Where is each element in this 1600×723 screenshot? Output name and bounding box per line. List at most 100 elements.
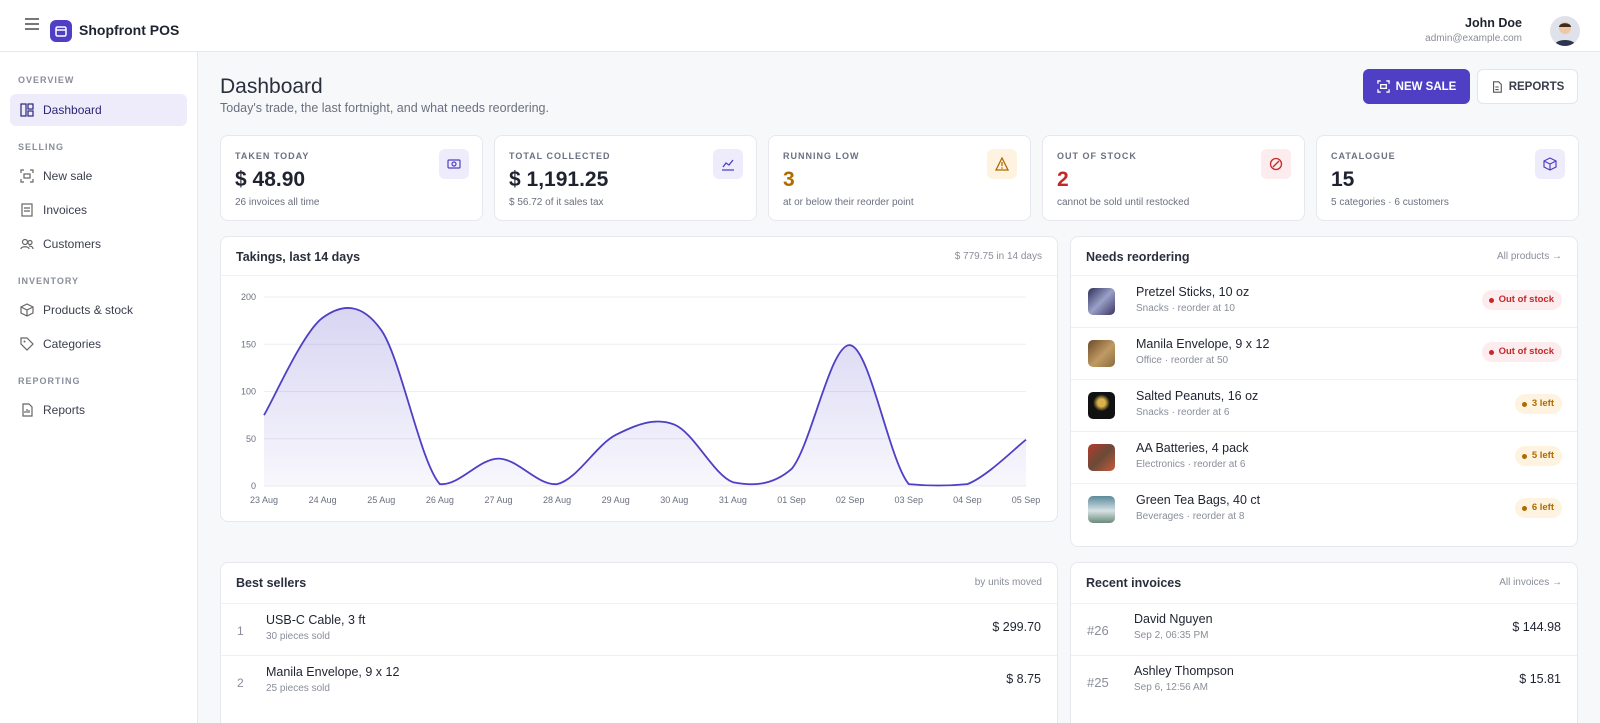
sales-amount: $ 8.75: [1006, 672, 1041, 686]
product-sub: Electronics · reorder at 6: [1136, 459, 1246, 470]
invoice-number: #25: [1087, 675, 1109, 690]
sidebar-item-products[interactable]: Products & stock: [10, 294, 187, 326]
sidebar-section-selling: SELLING: [18, 142, 65, 152]
product-sub: Snacks · reorder at 6: [1136, 407, 1230, 418]
status-badge: Out of stock: [1481, 290, 1562, 310]
stat-value: 3: [783, 168, 795, 191]
sidebar-item-label: Reports: [43, 403, 86, 417]
product-thumbnail: [1088, 444, 1115, 471]
page-title: Dashboard: [220, 75, 323, 98]
sidebar-item-customers[interactable]: Customers: [10, 228, 187, 260]
stat-label: CATALOGUE: [1331, 151, 1396, 161]
stat-card-out-of-stock: OUT OF STOCK 2 cannot be sold until rest…: [1042, 135, 1305, 221]
invoice-amount: $ 15.81: [1519, 672, 1561, 686]
invoice-date: Sep 6, 12:56 AM: [1134, 682, 1208, 693]
recent-invoices-title: Recent invoices: [1086, 576, 1182, 590]
x-tick-label: 24 Aug: [309, 495, 337, 505]
reorder-row[interactable]: Pretzel Sticks, 10 oz Snacks · reorder a…: [1071, 275, 1577, 327]
user-email: admin@example.com: [1425, 33, 1522, 44]
reorder-title: Needs reordering: [1086, 250, 1190, 264]
all-invoices-link[interactable]: All invoices →: [1499, 577, 1562, 588]
best-sellers-card: Best sellers by units moved 1 USB-C Cabl…: [220, 562, 1058, 723]
takings-chart: 0 50 100 150 200 23 Aug 24 Aug 25 Aug 26 Aug 27 A…: [241, 292, 1040, 505]
stat-card-total-collected: TOTAL COLLECTED $ 1,191.25 $ 56.72 of it…: [494, 135, 757, 221]
x-tick-label: 03 Sep: [895, 495, 924, 505]
user-name: John Doe: [1465, 16, 1522, 30]
product-name: AA Batteries, 4 pack: [1136, 441, 1249, 455]
stat-card-running-low: RUNNING LOW 3 at or below their reorder …: [768, 135, 1031, 221]
reorder-row[interactable]: Manila Envelope, 9 x 12 Office · reorder…: [1071, 327, 1577, 379]
reorder-row[interactable]: AA Batteries, 4 pack Electronics · reord…: [1071, 431, 1577, 483]
stat-sub: at or below their reorder point: [783, 197, 914, 208]
units-sold: 30 pieces sold: [266, 631, 330, 642]
best-seller-row[interactable]: 2 Manila Envelope, 9 x 12 25 pieces sold…: [221, 655, 1057, 707]
reorder-row[interactable]: Green Tea Bags, 40 ct Beverages · reorde…: [1071, 483, 1577, 535]
x-tick-label: 29 Aug: [602, 495, 630, 505]
sidebar-item-label: Customers: [43, 237, 102, 251]
store-logo-icon: [50, 20, 72, 42]
invoice-row[interactable]: #25 Ashley Thompson Sep 6, 12:56 AM $ 15…: [1071, 655, 1577, 707]
product-thumbnail: [1088, 392, 1115, 419]
rank: 1: [237, 624, 244, 638]
sidebar-item-categories[interactable]: Categories: [10, 328, 187, 360]
product-thumbnail: [1088, 288, 1115, 315]
stat-value: 2: [1057, 168, 1069, 191]
status-badge: Out of stock: [1481, 342, 1562, 362]
invoice-amount: $ 144.98: [1512, 620, 1561, 634]
sidebar-item-dashboard[interactable]: Dashboard: [10, 94, 187, 126]
status-badge: 5 left: [1514, 446, 1562, 466]
sidebar-item-reports[interactable]: Reports: [10, 394, 187, 426]
sidebar-item-new-sale[interactable]: New sale: [10, 160, 187, 192]
y-tick-label: 150: [241, 339, 256, 349]
sidebar-item-label: Dashboard: [43, 103, 102, 117]
reorder-card: Needs reordering All products → Pretzel …: [1070, 236, 1578, 547]
stat-card-taken-today: TAKEN TODAY $ 48.90 26 invoices all time: [220, 135, 483, 221]
takings-title: Takings, last 14 days: [236, 250, 361, 264]
x-tick-label: 23 Aug: [250, 495, 278, 505]
stat-value: 15: [1331, 168, 1355, 191]
sidebar-section-overview: OVERVIEW: [18, 75, 75, 85]
best-sellers-note: by units moved: [974, 577, 1042, 588]
stat-sub: 26 invoices all time: [235, 197, 320, 208]
reports-label: REPORTS: [1508, 80, 1565, 93]
x-tick-label: 26 Aug: [426, 495, 454, 505]
product-name: USB-C Cable, 3 ft: [266, 613, 366, 627]
series-area: [264, 307, 1026, 486]
stat-sub: cannot be sold until restocked: [1057, 197, 1190, 208]
status-badge: 6 left: [1514, 498, 1562, 518]
reorder-row[interactable]: Salted Peanuts, 16 oz Snacks · reorder a…: [1071, 379, 1577, 431]
product-sub: Beverages · reorder at 8: [1136, 511, 1245, 522]
new-sale-button[interactable]: NEW SALE: [1363, 69, 1470, 104]
takings-summary: $ 779.75 in 14 days: [954, 251, 1042, 262]
all-products-link[interactable]: All products →: [1496, 251, 1562, 262]
app-title[interactable]: Shopfront POS: [79, 22, 180, 38]
box-icon: [20, 303, 34, 317]
x-tick-label: 31 Aug: [719, 495, 747, 505]
dashboard-icon: [20, 103, 34, 117]
best-seller-row[interactable]: 1 USB-C Cable, 3 ft 30 pieces sold $ 299…: [221, 603, 1057, 655]
invoice-icon: [21, 203, 33, 217]
units-sold: 25 pieces sold: [266, 683, 330, 694]
reports-button[interactable]: REPORTS: [1477, 69, 1578, 104]
stat-card-catalogue: CATALOGUE 15 5 categories · 6 customers: [1316, 135, 1579, 221]
product-name: Manila Envelope, 9 x 12: [1136, 337, 1270, 351]
rank: 2: [237, 676, 244, 690]
avatar[interactable]: [1550, 16, 1580, 46]
best-sellers-title: Best sellers: [236, 576, 307, 590]
invoice-date: Sep 2, 06:35 PM: [1134, 630, 1209, 641]
y-tick-label: 100: [241, 387, 256, 397]
sales-amount: $ 299.70: [992, 620, 1041, 634]
stat-label: RUNNING LOW: [783, 151, 860, 161]
product-name: Salted Peanuts, 16 oz: [1136, 389, 1259, 403]
stat-sub: $ 56.72 of it sales tax: [509, 197, 604, 208]
invoice-row[interactable]: #26 David Nguyen Sep 2, 06:35 PM $ 144.9…: [1071, 603, 1577, 655]
top-bar: Shopfront POS John Doe admin@example.com: [0, 0, 1600, 52]
sidebar-item-invoices[interactable]: Invoices: [10, 194, 187, 226]
customer-name: David Nguyen: [1134, 612, 1213, 626]
tag-icon: [20, 337, 34, 351]
scan-icon: [20, 169, 34, 183]
recent-invoices-card: Recent invoices All invoices → #26 David…: [1070, 562, 1578, 723]
menu-icon[interactable]: [25, 18, 39, 30]
customer-name: Ashley Thompson: [1134, 664, 1234, 678]
warning-icon: [987, 149, 1017, 179]
